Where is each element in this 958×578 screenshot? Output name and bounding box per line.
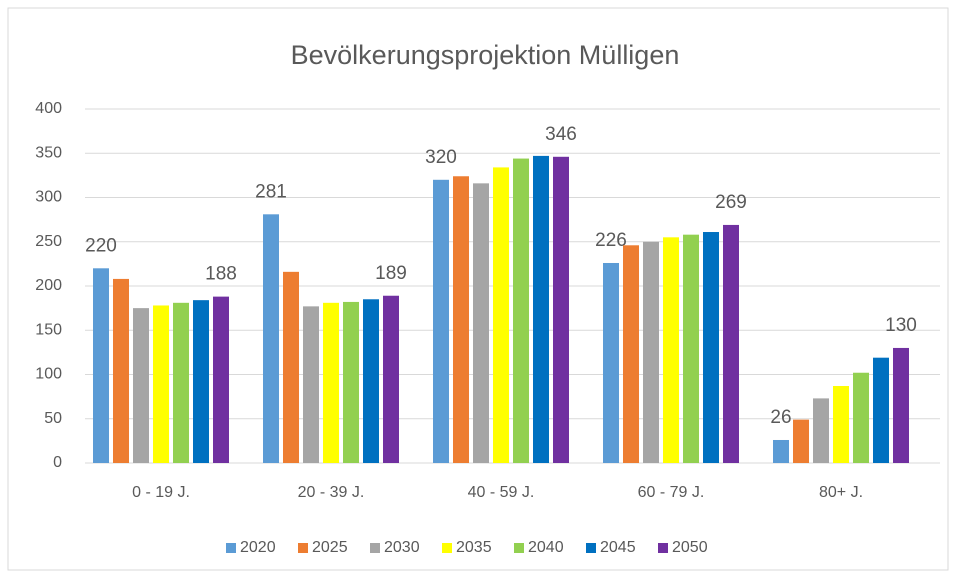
y-tick-label: 250 [35, 233, 62, 250]
bar [473, 183, 489, 463]
x-tick-label: 0 - 19 J. [132, 484, 190, 501]
y-tick-label: 200 [35, 277, 62, 294]
data-label: 220 [85, 235, 117, 256]
x-tick-label: 40 - 59 J. [468, 484, 535, 501]
legend-swatch [586, 543, 596, 553]
legend-swatch [442, 543, 452, 553]
x-tick-label: 80+ J. [819, 484, 863, 501]
data-label: 26 [770, 407, 791, 428]
data-label: 281 [255, 181, 287, 202]
x-tick-label: 20 - 39 J. [298, 484, 365, 501]
bar [813, 398, 829, 463]
bar [133, 308, 149, 463]
bar [553, 156, 569, 464]
chart-title: Bevölkerungsprojektion Mülligen [291, 40, 680, 70]
bar [873, 357, 889, 463]
bar [723, 224, 739, 463]
bar [93, 268, 109, 463]
x-tick-label: 60 - 79 J. [638, 484, 705, 501]
bar [173, 302, 189, 463]
bar [363, 299, 379, 463]
data-label: 188 [205, 264, 237, 285]
data-label: 269 [715, 192, 747, 213]
legend-label: 2040 [528, 539, 564, 556]
legend-label: 2045 [600, 539, 636, 556]
bar [213, 296, 229, 463]
data-label: 130 [885, 315, 917, 336]
data-label: 189 [375, 263, 407, 284]
bar [153, 305, 169, 463]
bar [833, 386, 849, 463]
bar [683, 234, 699, 463]
bar [703, 232, 719, 463]
bar [453, 176, 469, 463]
y-tick-label: 0 [53, 454, 62, 471]
bar [193, 300, 209, 463]
legend-swatch [226, 543, 236, 553]
bar [893, 347, 909, 463]
y-tick-label: 400 [35, 100, 62, 117]
bar [263, 214, 279, 463]
bar [323, 302, 339, 463]
bar [303, 306, 319, 463]
legend-swatch [658, 543, 668, 553]
bar [603, 262, 619, 463]
bar [533, 155, 549, 463]
bar [493, 167, 509, 463]
y-tick-label: 100 [35, 366, 62, 383]
legend-swatch [298, 543, 308, 553]
bar [433, 179, 449, 464]
y-tick-label: 50 [44, 410, 62, 427]
y-tick-label: 150 [35, 321, 62, 338]
bar [623, 245, 639, 463]
legend-label: 2020 [240, 539, 276, 556]
legend-label: 2025 [312, 539, 348, 556]
legend-label: 2035 [456, 539, 492, 556]
y-tick-label: 300 [35, 189, 62, 206]
bar [793, 419, 809, 463]
legend-swatch [370, 543, 380, 553]
bar [773, 439, 789, 463]
y-tick-label: 350 [35, 144, 62, 161]
bar [853, 372, 869, 463]
data-label: 320 [425, 147, 457, 168]
bar [113, 278, 129, 463]
data-label: 226 [595, 230, 627, 251]
legend-swatch [514, 543, 524, 553]
legend-label: 2030 [384, 539, 420, 556]
bar [383, 295, 399, 463]
data-label: 346 [545, 124, 577, 145]
bar [663, 237, 679, 463]
bar [513, 158, 529, 463]
legend-label: 2050 [672, 539, 708, 556]
bar [643, 241, 659, 463]
bar [283, 271, 299, 463]
bar [343, 301, 359, 463]
